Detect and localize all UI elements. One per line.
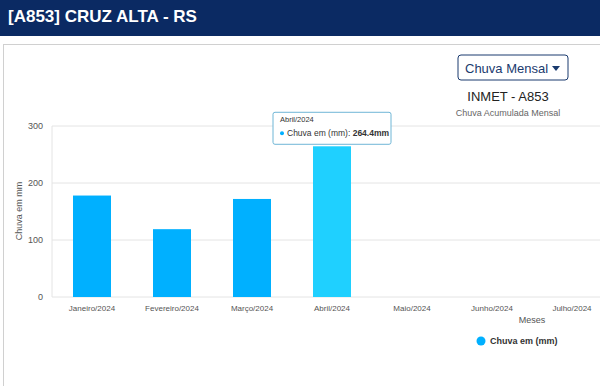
x-tick-label: Fevereiro/2024 (145, 304, 199, 313)
legend-marker (477, 337, 486, 346)
dropdown[interactable] (458, 55, 568, 80)
subtitle: Chuva Acumulada Mensal (456, 108, 561, 118)
x-tick-label: Março/2024 (231, 304, 274, 313)
tooltip-title: Abril/2024 (280, 115, 314, 124)
x-tick-label: Janeiro/2024 (69, 304, 116, 313)
x-tick-label: Julho/2024 (552, 304, 592, 313)
bar (73, 196, 111, 297)
tooltip (273, 112, 391, 144)
x-axis-label: Meses (519, 315, 546, 325)
tooltip-marker (280, 131, 284, 135)
bar (233, 199, 271, 297)
x-tick-label: Abril/2024 (314, 304, 351, 313)
y-tick-label: 0 (38, 292, 43, 302)
title: INMET - A853 (467, 89, 548, 104)
y-axis-line (52, 126, 53, 297)
bars (73, 146, 351, 297)
tooltip-text: Chuva em (mm): 264.4mm (287, 128, 389, 138)
tooltip-value: 264.4mm (353, 128, 390, 138)
x-tick-label: Maio/2024 (393, 304, 431, 313)
dropdown-caret (552, 66, 560, 71)
bar (313, 146, 351, 297)
x-tick-label: Junho/2024 (471, 304, 513, 313)
header: [A853] CRUZ ALTA - RS (0, 0, 600, 36)
dropdown-label[interactable]: Chuva Mensal (465, 61, 548, 76)
tooltip-label: Chuva em (mm): (287, 128, 353, 138)
y-tick-label: 100 (28, 235, 43, 245)
y-axis-label: Chuva em mm (14, 182, 24, 241)
chart: Chuva Mensal INMET - A853 Chuva Acumulada … (0, 0, 600, 386)
legend-label: Chuva em (mm) (490, 336, 558, 346)
y-tick-label: 200 (28, 178, 43, 188)
bar (153, 229, 191, 297)
y-tick-label: 300 (28, 121, 43, 131)
